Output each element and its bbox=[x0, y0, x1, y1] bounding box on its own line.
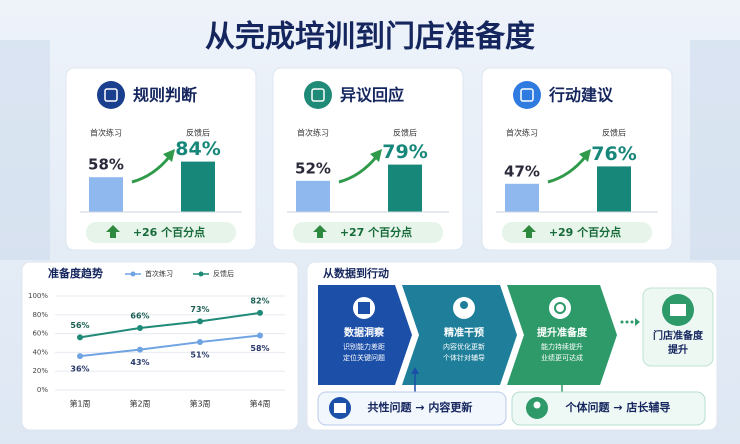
step-desc: 内容优化更新 bbox=[443, 342, 485, 351]
step-desc: 个体针对辅导 bbox=[443, 353, 485, 362]
x-tick-label: 第1周 bbox=[69, 399, 90, 409]
value-label: 84% bbox=[175, 138, 220, 160]
point bbox=[197, 318, 203, 325]
point bbox=[77, 334, 83, 341]
trend-arrow-head bbox=[370, 149, 382, 162]
category-label: 反馈后 bbox=[602, 128, 626, 138]
trend-arrow bbox=[131, 155, 172, 184]
up-icon bbox=[313, 225, 327, 238]
bar bbox=[181, 161, 215, 212]
trend-arrow bbox=[338, 155, 379, 184]
card-icon bbox=[97, 81, 125, 109]
legend-marker bbox=[130, 271, 136, 277]
value-label: 51% bbox=[190, 351, 209, 360]
legend-label: 首次练习 bbox=[145, 269, 173, 278]
card-icon-glyph bbox=[104, 88, 118, 102]
step-title: 提升准备度 bbox=[537, 326, 588, 339]
step-title: 精准干预 bbox=[444, 326, 484, 339]
note: 个体问题 → 店长辅导 bbox=[565, 400, 671, 414]
value-label: 82% bbox=[250, 296, 269, 305]
value-label: 79% bbox=[382, 141, 427, 163]
end-label: 提升 bbox=[668, 343, 688, 356]
trend-arrow-head bbox=[579, 149, 591, 162]
step-desc: 定位关键问题 bbox=[343, 353, 385, 362]
card-icon-glyph bbox=[311, 88, 325, 102]
bar bbox=[597, 166, 631, 212]
y-tick-label: 60% bbox=[32, 330, 48, 338]
shelves bbox=[0, 40, 740, 260]
bar bbox=[296, 180, 330, 212]
end-label: 门店准备度 bbox=[653, 329, 704, 342]
annotation-pill bbox=[502, 222, 652, 243]
annotation-pill bbox=[293, 222, 443, 243]
series-line bbox=[79, 311, 261, 339]
y-tick-label: 80% bbox=[32, 311, 48, 319]
flow-title: 从数据到行动 bbox=[323, 266, 389, 280]
annotation: +26 个百分点 bbox=[133, 225, 205, 239]
legend-marker bbox=[198, 271, 204, 277]
bar bbox=[89, 177, 123, 212]
value-label: 47% bbox=[504, 162, 540, 180]
category-label: 反馈后 bbox=[393, 128, 417, 138]
legend-label: 反馈后 bbox=[213, 269, 234, 278]
bar bbox=[505, 183, 539, 212]
page-title: 从完成培训到门店准备度 bbox=[205, 20, 535, 55]
trend-arrow bbox=[547, 155, 588, 184]
annotation-pill bbox=[86, 222, 236, 243]
y-tick-label: 100% bbox=[28, 292, 48, 300]
card-title: 异议回应 bbox=[340, 86, 404, 105]
point bbox=[77, 353, 83, 360]
category-label: 首次练习 bbox=[90, 128, 122, 138]
value-label: 36% bbox=[70, 365, 89, 374]
value-label: 56% bbox=[70, 321, 89, 330]
value-label: 76% bbox=[591, 143, 636, 165]
category-label: 反馈后 bbox=[186, 128, 210, 138]
value-label: 58% bbox=[250, 344, 269, 353]
up-icon bbox=[522, 225, 536, 238]
y-tick-label: 40% bbox=[32, 348, 48, 356]
card-title: 行动建议 bbox=[548, 86, 614, 105]
value-label: 52% bbox=[295, 159, 331, 177]
x-tick-label: 第2周 bbox=[129, 399, 150, 409]
x-tick-label: 第3周 bbox=[189, 399, 210, 409]
y-tick-label: 20% bbox=[32, 367, 48, 375]
annotation: +27 个百分点 bbox=[340, 225, 412, 239]
series-line bbox=[79, 334, 261, 358]
point bbox=[257, 309, 263, 316]
point bbox=[137, 346, 143, 353]
value-label: 58% bbox=[88, 156, 124, 174]
y-tick-label: 0% bbox=[37, 386, 48, 394]
trend-arrow-head bbox=[163, 149, 175, 162]
point bbox=[137, 324, 143, 331]
step-desc: 识别能力差距 bbox=[343, 342, 385, 351]
chart-title: 准备度趋势 bbox=[48, 266, 103, 280]
up-icon bbox=[106, 225, 120, 238]
card-title: 规则判断 bbox=[133, 86, 197, 105]
annotation: +29 个百分点 bbox=[549, 225, 621, 239]
step-desc: 业绩更可达成 bbox=[541, 353, 583, 362]
point bbox=[257, 332, 263, 339]
category-label: 首次练习 bbox=[297, 128, 329, 138]
card-icon bbox=[513, 81, 541, 109]
step-desc: 能力持续提升 bbox=[541, 342, 583, 351]
flow-panel: 从数据到行动 数据洞察 识别能力差距 定位关键问题 精准干预 内容优化更新 个体… bbox=[306, 261, 718, 431]
x-tick-label: 第4周 bbox=[249, 399, 270, 409]
value-label: 73% bbox=[190, 305, 209, 314]
point bbox=[197, 339, 203, 346]
card-icon bbox=[304, 81, 332, 109]
value-label: 66% bbox=[130, 311, 149, 320]
card-icon-glyph bbox=[520, 88, 534, 102]
value-label: 43% bbox=[130, 358, 149, 367]
bar bbox=[388, 164, 422, 212]
step-title: 数据洞察 bbox=[344, 326, 385, 339]
trend-panel bbox=[21, 261, 299, 431]
category-label: 首次练习 bbox=[506, 128, 538, 138]
note: 共性问题 → 内容更新 bbox=[368, 400, 473, 414]
